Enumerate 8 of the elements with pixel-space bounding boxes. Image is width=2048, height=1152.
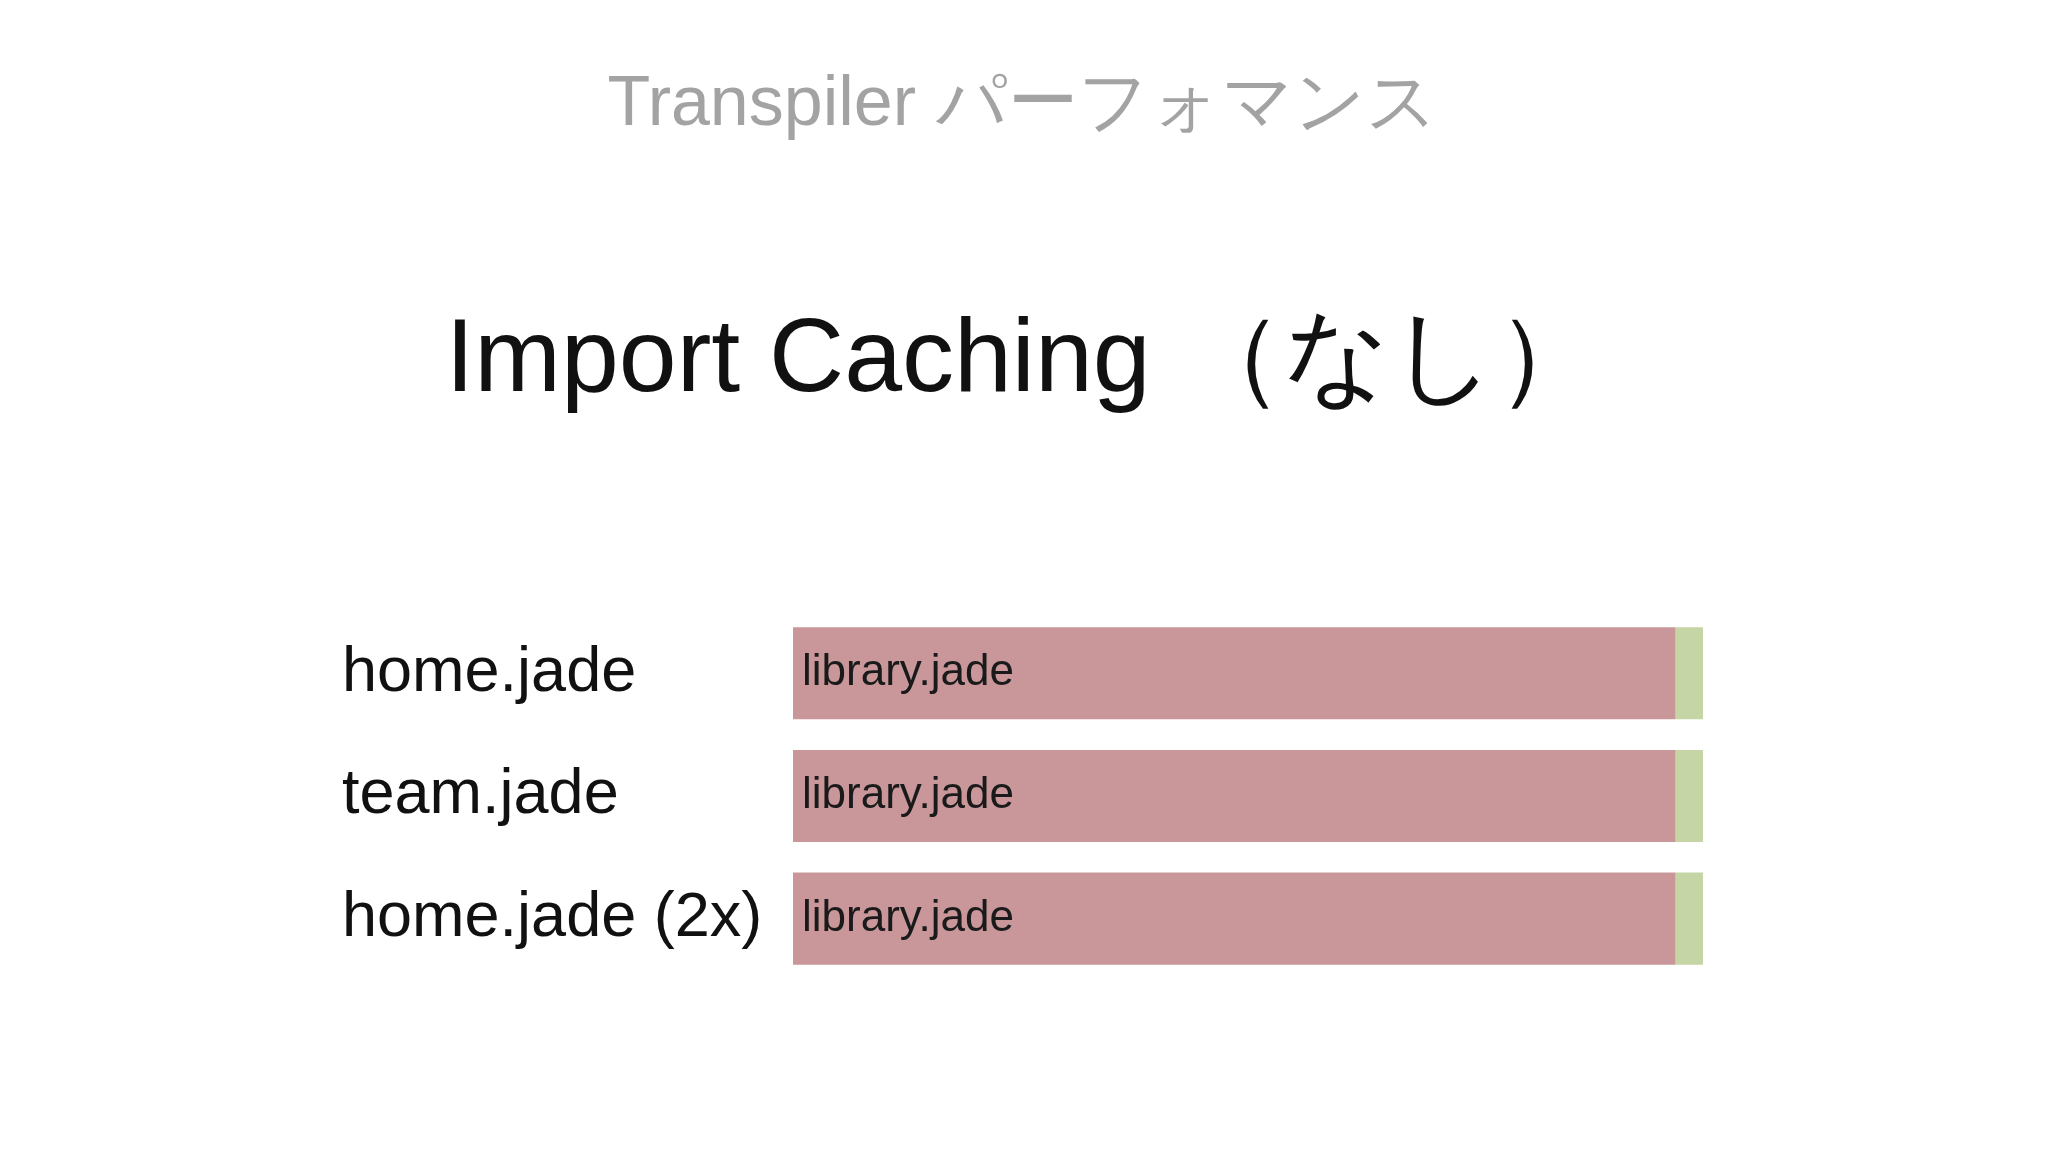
chart-subtitle: Import Caching （なし） xyxy=(445,297,1600,414)
y-tick-label: team.jade xyxy=(342,756,619,827)
text: library.jade xyxy=(802,768,1014,818)
y-tick-label: home.jade xyxy=(342,633,637,704)
y-tick-label: home.jade (2x) xyxy=(342,879,763,950)
text: library.jade xyxy=(802,890,1014,940)
chart-title: Transpiler パーフォマンス xyxy=(607,62,1438,141)
series-label: library.jade xyxy=(802,645,1014,695)
